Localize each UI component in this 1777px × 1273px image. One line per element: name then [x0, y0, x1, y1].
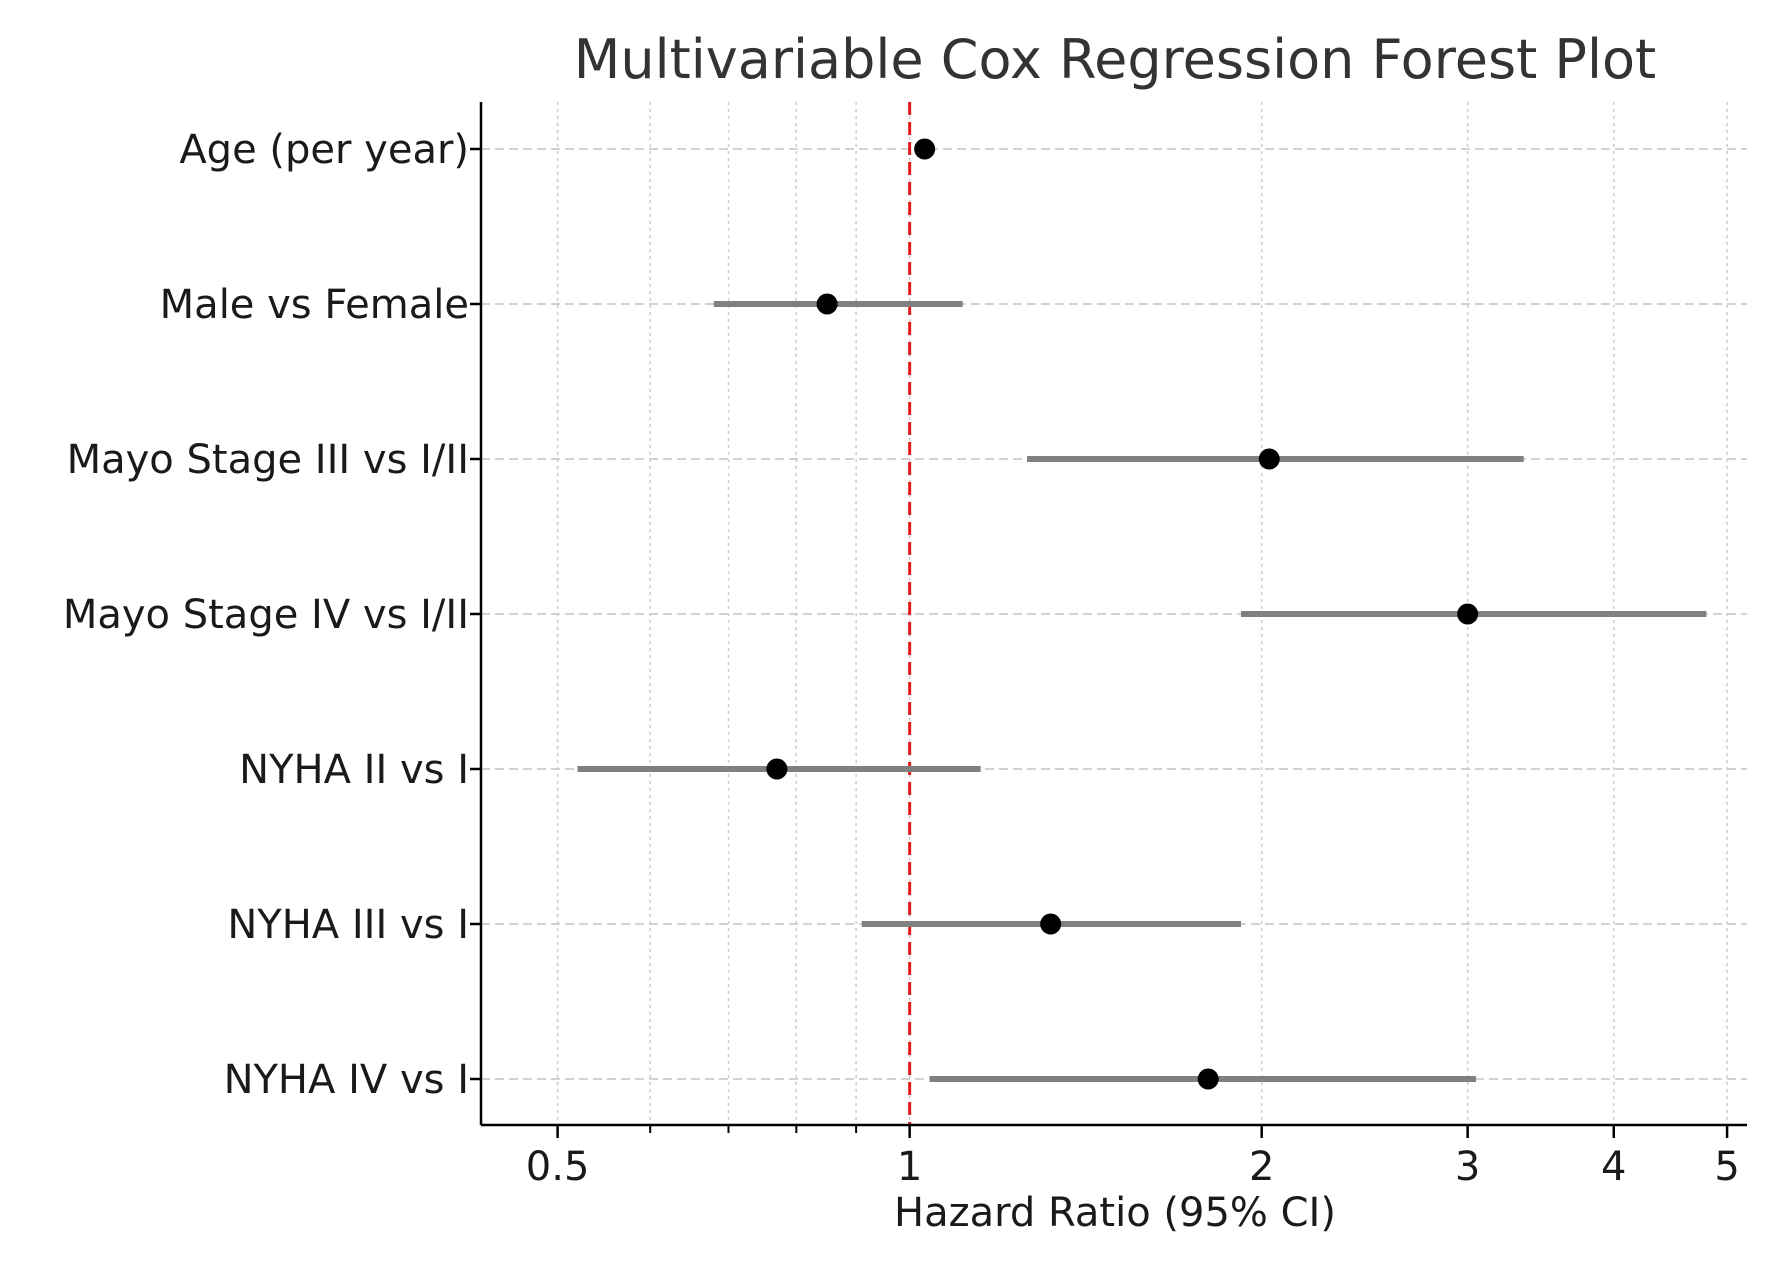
hazard-ratio-point [1040, 913, 1062, 935]
x-axis-title: Hazard Ratio (95% CI) [894, 1190, 1336, 1236]
hazard-ratio-point [914, 138, 936, 160]
hazard-ratio-point [1197, 1068, 1219, 1090]
row-label: NYHA III vs I [227, 902, 469, 948]
row-label: Age (per year) [179, 127, 469, 173]
hazard-ratio-point [766, 758, 788, 780]
label-layer: Age (per year) Male vs Female Mayo Stage I… [63, 127, 1740, 1190]
hazard-ratio-point [1258, 448, 1280, 470]
chart-title: Multivariable Cox Regression Forest Plot [574, 28, 1656, 91]
x-tick-label: 4 [1601, 1144, 1626, 1190]
row-label: Male vs Female [160, 282, 469, 328]
hazard-ratio-point [816, 293, 838, 315]
point-estimate-layer [766, 138, 1479, 1090]
row-label: Mayo Stage IV vs I/II [63, 592, 469, 638]
hazard-ratio-point [1457, 603, 1479, 625]
row-label: NYHA II vs I [239, 747, 469, 793]
x-tick-label: 3 [1455, 1144, 1480, 1190]
x-tick-label: 1 [897, 1144, 922, 1190]
row-label: NYHA IV vs I [224, 1057, 469, 1103]
x-tick-label: 5 [1714, 1144, 1739, 1190]
row-label: Mayo Stage III vs I/II [67, 437, 469, 483]
x-tick-label: 2 [1249, 1144, 1274, 1190]
axis-layer [470, 102, 1747, 1138]
x-tick-label: 0.5 [526, 1144, 590, 1190]
